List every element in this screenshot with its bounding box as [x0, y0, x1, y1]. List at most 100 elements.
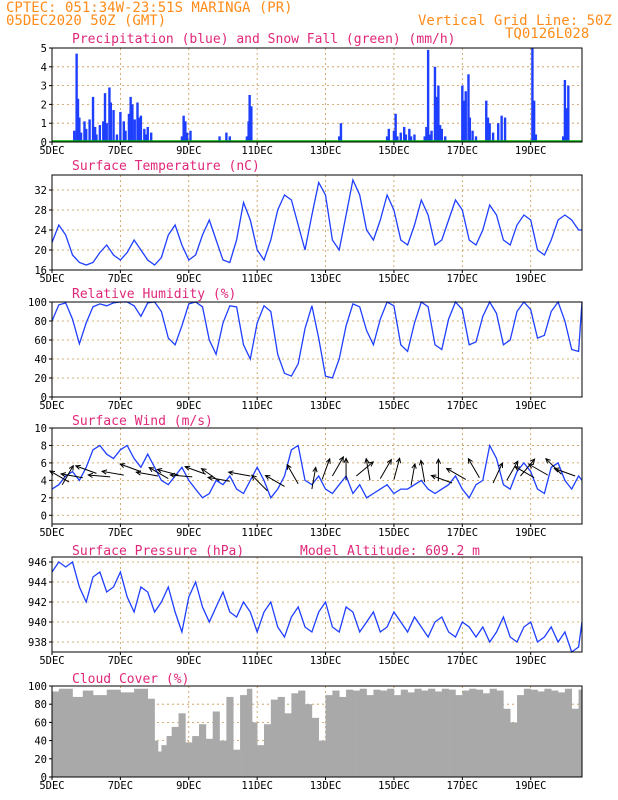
y-tick-label: 3	[41, 81, 47, 93]
panel-frame	[51, 301, 583, 398]
cloud-bar	[178, 713, 186, 777]
y-tick-label: 32	[34, 185, 47, 197]
y-tick-label: 20	[34, 245, 47, 257]
y-tick-label: 946	[28, 557, 47, 569]
cloud-bar	[489, 688, 497, 777]
panels-group: 0 1 2 3 4 5 5DEC 7DEC 9DEC 11DEC 13DEC 15DEC 17DEC 19…	[28, 32, 583, 792]
precip-bar	[88, 119, 91, 142]
precip-bar	[75, 53, 78, 142]
wind-arrow	[331, 456, 344, 477]
y-tick-label: 20	[34, 373, 47, 385]
x-tick-label: 9DEC	[176, 527, 201, 539]
precip-bar	[437, 85, 440, 142]
precip-bar	[468, 117, 472, 142]
y-tick-label: 60	[34, 717, 47, 729]
panel-rh: 0 20 40 60 80 100 5DEC 7DEC 9DEC 11DEC 13DEC 15DEC 1…	[28, 287, 583, 412]
precip-bar	[409, 136, 413, 142]
wind-arrow	[120, 463, 142, 473]
y-tick-label: 938	[28, 637, 47, 649]
y-tick-label: 2	[41, 99, 47, 111]
wind-arrow-head	[59, 472, 67, 478]
cloud-bar	[530, 689, 538, 777]
panel-frame	[51, 685, 583, 778]
wind-arrow-head	[148, 467, 155, 473]
cloud-bar	[120, 692, 135, 777]
x-tick-label: 11DEC	[241, 400, 273, 412]
y-tick-label: 1	[41, 118, 47, 130]
x-tick-label: 13DEC	[310, 145, 342, 157]
precip-bar	[250, 106, 253, 142]
precip-bar	[95, 134, 98, 142]
wind-arrow-head	[467, 457, 473, 464]
x-tick-label: 7DEC	[108, 655, 133, 667]
x-tick-label: 7DEC	[108, 273, 133, 285]
series-line-wind	[51, 443, 583, 500]
x-tick-label: 7DEC	[108, 400, 133, 412]
precip-bar	[563, 79, 567, 142]
y-tick-label: 60	[34, 335, 47, 347]
y-tick-label: 0	[41, 510, 47, 522]
x-tick-label: 11DEC	[241, 145, 273, 157]
wind-arrow	[157, 468, 179, 476]
precip-bar	[137, 117, 141, 142]
precip-bar	[402, 126, 406, 142]
cloud-bar	[72, 696, 84, 777]
y-tick-label: 100	[28, 681, 47, 693]
precip-bar	[531, 48, 534, 142]
x-tick-label: 15DEC	[378, 780, 410, 792]
precip-bar	[561, 136, 565, 142]
cloud-bar	[161, 745, 167, 777]
x-tick-label: 15DEC	[378, 145, 410, 157]
cloud-bar	[503, 708, 511, 777]
precip-bar	[426, 49, 430, 142]
x-tick-label: 13DEC	[310, 655, 342, 667]
wind-arrow	[136, 471, 159, 477]
x-tick-label: 15DEC	[378, 527, 410, 539]
x-tick-label: 17DEC	[447, 655, 479, 667]
x-tick-label: 19DEC	[515, 780, 547, 792]
precip-bar	[471, 130, 474, 142]
wind-arrow	[321, 458, 331, 480]
y-tick-label: 10	[34, 423, 47, 435]
cloud-bar	[551, 690, 559, 777]
cloud-bar	[264, 724, 272, 777]
x-tick-label: 19DEC	[515, 145, 547, 157]
x-tick-label: 11DEC	[241, 527, 273, 539]
wind-arrow	[49, 470, 70, 483]
cloud-bar	[373, 689, 381, 777]
precip-bar	[143, 128, 146, 142]
precip-bar	[385, 136, 389, 142]
cloud-bar	[52, 691, 60, 777]
wind-arrow-head	[343, 457, 349, 464]
y-tick-label: 2	[41, 493, 47, 505]
wind-arrow-head	[251, 474, 257, 481]
wind-arrow	[148, 467, 169, 480]
wind-arrow-head	[435, 458, 442, 464]
cloud-bar	[311, 717, 320, 777]
wind-arrow-head	[339, 455, 344, 462]
cloud-bar	[400, 689, 408, 777]
wind-arrow	[75, 465, 97, 474]
panel-precip: 0 1 2 3 4 5 5DEC 7DEC 9DEC 11DEC 13DEC 15DEC 17DEC 19…	[39, 32, 583, 157]
cloud-bar	[346, 689, 354, 777]
precip-bar	[503, 117, 507, 142]
cloud-bar	[171, 726, 179, 777]
cloud-bar	[246, 688, 253, 777]
wind-arrow-head	[545, 457, 551, 464]
cloud-bar	[318, 740, 326, 777]
wind-arrow-head	[169, 472, 176, 478]
cloud-bar	[192, 736, 200, 777]
cloud-bar	[414, 688, 422, 777]
cloud-bar	[154, 740, 159, 777]
precip-bar	[127, 113, 131, 142]
precip-bar	[185, 132, 189, 142]
y-tick-label: 4	[41, 62, 47, 74]
precip-bar	[228, 136, 232, 142]
y-tick-label: 0	[41, 772, 47, 784]
wind-arrow-head	[286, 463, 292, 470]
precip-bar	[124, 130, 127, 142]
x-tick-label: 9DEC	[176, 655, 201, 667]
panel-annotation-pres: Model Altitude: 609.2 m	[300, 544, 480, 559]
precip-bar	[112, 110, 115, 142]
wind-arrow	[208, 476, 230, 482]
